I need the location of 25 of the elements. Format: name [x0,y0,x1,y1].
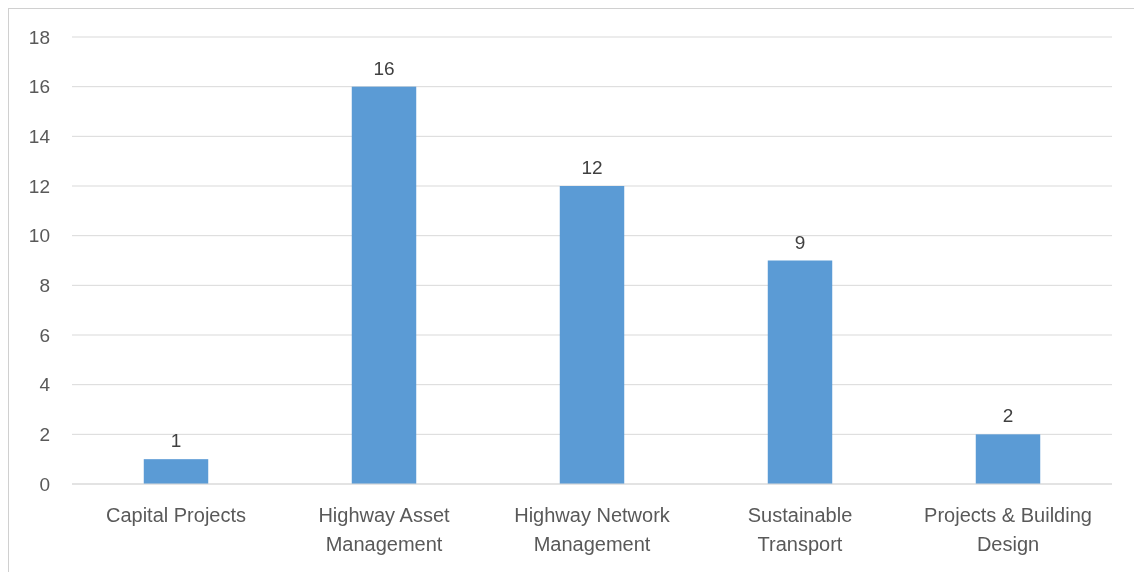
x-tick-label: Sustainable Transport [747,504,853,556]
x-tick-label: Highway Asset Management [318,504,451,556]
y-tick-label: 18 [28,26,50,48]
y-tick-label: 10 [28,225,50,247]
data-label: 1 [170,430,182,452]
bar [767,260,833,484]
data-label: 2 [1002,405,1014,427]
bar [143,459,209,484]
y-tick-label: 16 [28,76,50,98]
x-tick-label: Highway Network Management [514,504,671,556]
data-label: 16 [373,57,395,79]
y-tick-label: 14 [28,125,51,147]
y-tick-label: 8 [39,274,50,296]
x-tick-label: Capital Projects [105,504,247,527]
bar [975,434,1041,484]
data-label: 9 [794,231,806,253]
data-label: 12 [581,157,603,178]
y-tick-label: 6 [39,324,50,346]
y-tick-label: 4 [39,374,51,396]
y-tick-label: 12 [28,175,50,197]
y-tick-label: 0 [39,473,50,495]
bar [351,86,417,484]
bar [559,186,625,484]
y-tick-label: 2 [39,423,50,445]
x-tick-label: Projects & Building Design [924,504,1092,556]
